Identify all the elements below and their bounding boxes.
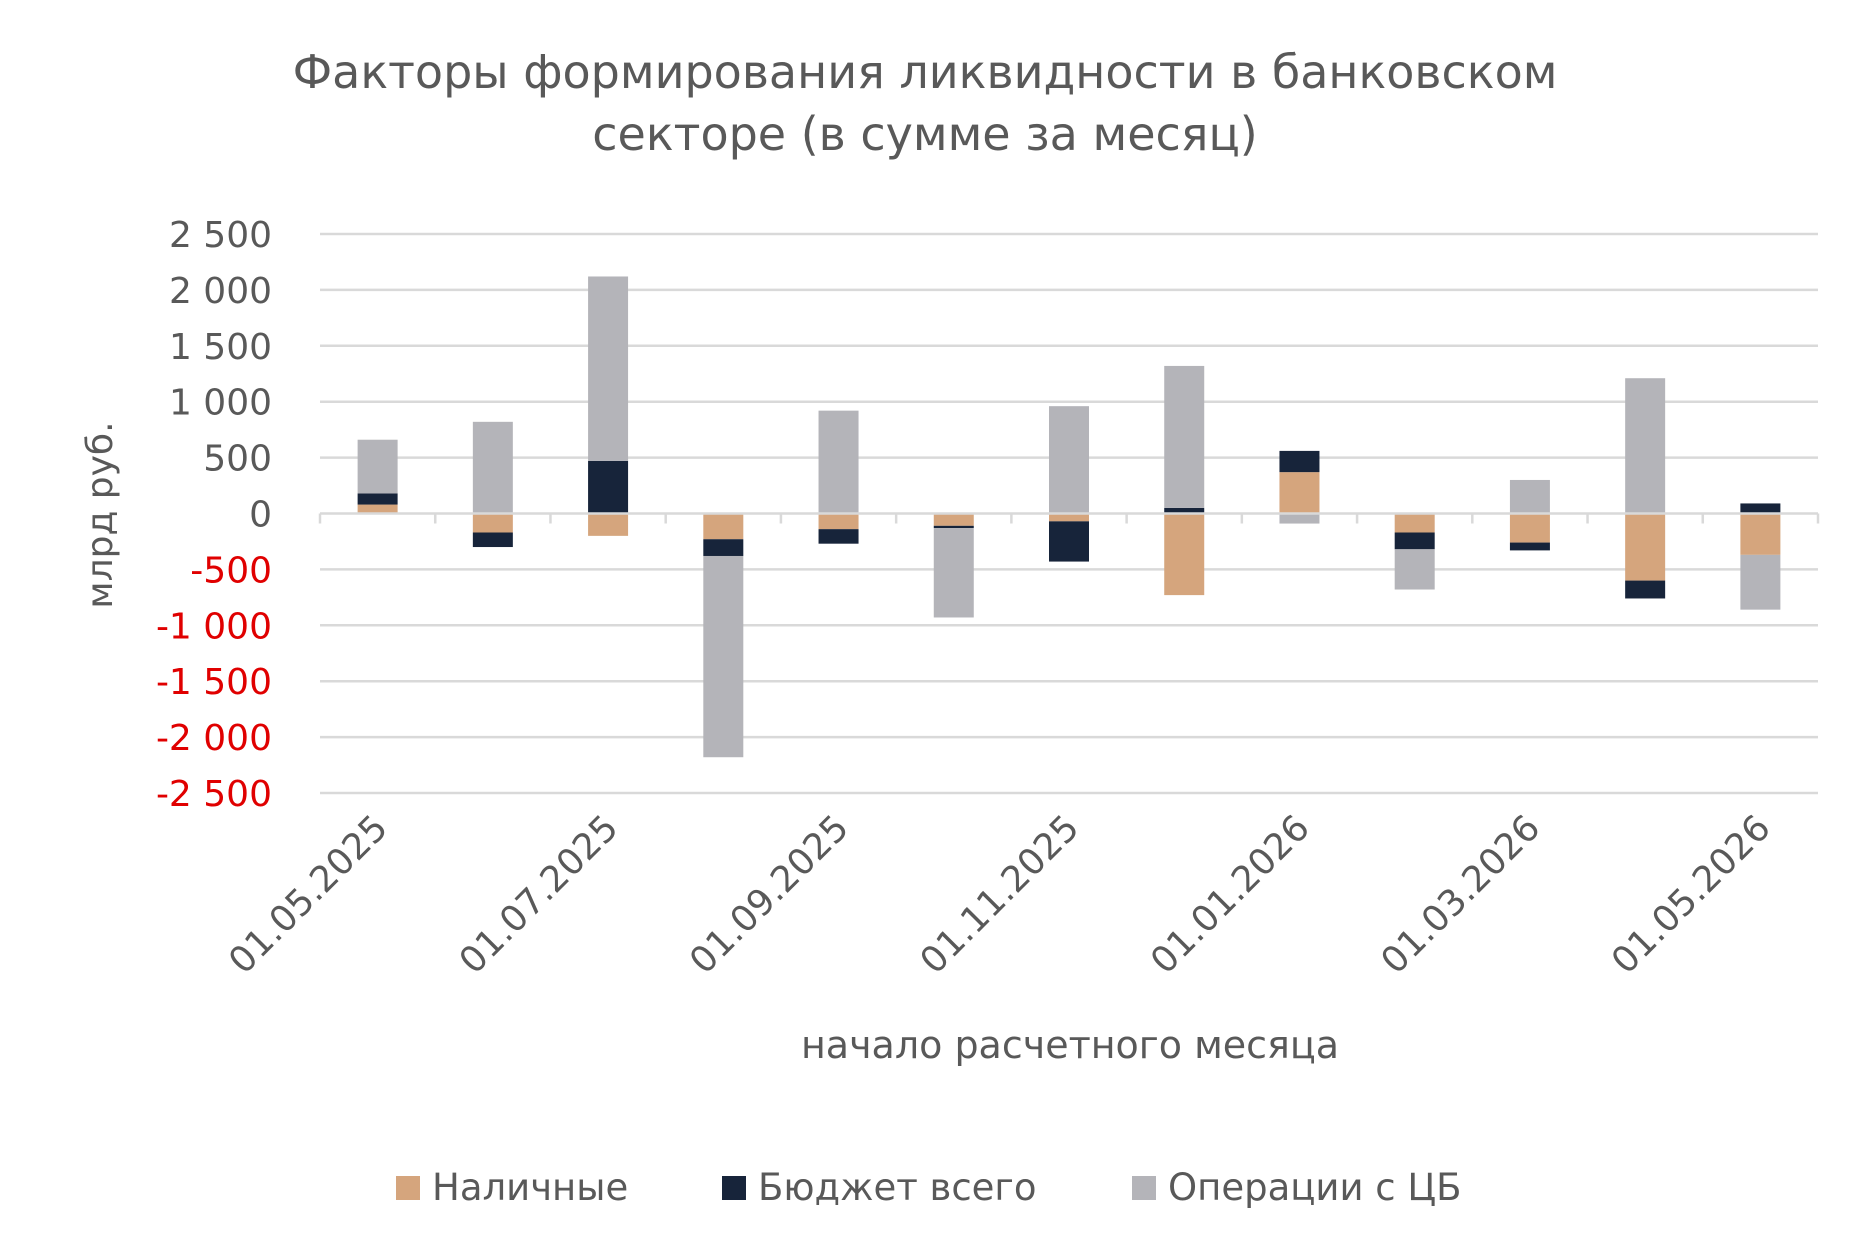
y-tick-label: 0 [249, 495, 272, 536]
y-tick-label: -2 000 [156, 718, 272, 759]
y-tick-label: -500 [190, 550, 272, 591]
bar-3-01.08.2025 [703, 555, 744, 758]
x-axis-label: начало расчетного месяца [801, 1023, 1339, 1067]
y-axis-ticks: 2 500 2 000 1 500 1 000 500 0 -500 -1 000 -1 500… [156, 215, 272, 815]
x-tick-label: 01.05.2025 [221, 807, 396, 982]
y-tick-label: -2 500 [156, 774, 272, 815]
bar-2-01.04.2026 [1625, 580, 1666, 599]
bar-2-01.05.2026 [1740, 503, 1781, 514]
x-tick-label: 01.01.2026 [1143, 807, 1318, 982]
chart-title: Факторы формирования ликвидности в банко… [293, 45, 1558, 161]
bar-2-01.05.2025 [357, 493, 398, 505]
y-tick-label: -1 500 [156, 662, 272, 703]
x-axis-ticks: 01.05.2025 01.07.2025 01.09.2025 01.11.2025… [221, 807, 1779, 982]
bar-3-01.10.2025 [933, 528, 974, 618]
y-tick-label: 500 [203, 439, 272, 480]
legend-swatch [1132, 1176, 1156, 1200]
bar-3-01.03.2026 [1509, 479, 1550, 514]
bar-3-01.01.2026 [1279, 513, 1320, 524]
x-tick-label: 01.09.2025 [682, 807, 857, 982]
bar-1-01.12.2025 [1164, 513, 1205, 596]
y-tick-label: 1 500 [169, 327, 272, 368]
bar-2-01.03.2026 [1509, 542, 1550, 551]
chart-title-line-2: секторе (в сумме за месяц) [592, 107, 1257, 161]
y-tick-label: -1 000 [156, 606, 272, 647]
bar-2-01.06.2025 [472, 532, 513, 548]
bar-3-01.11.2025 [1049, 406, 1089, 514]
y-axis-label: млрд руб. [80, 421, 121, 608]
bar-1-01.08.2025 [703, 513, 744, 540]
bar-3-01.09.2025 [818, 410, 859, 514]
x-tick-label: 01.03.2026 [1374, 807, 1549, 982]
y-tick-label: 2 000 [169, 271, 272, 312]
bar-1-01.07.2025 [588, 513, 629, 536]
bar-2-01.09.2025 [818, 529, 859, 544]
bar-3-01.04.2026 [1625, 378, 1666, 514]
legend-label: Бюджет всего [758, 1166, 1037, 1209]
bar-1-01.03.2026 [1509, 513, 1550, 543]
x-tick-label: 01.07.2025 [452, 807, 627, 982]
bar-2-01.12.2025 [1164, 507, 1205, 514]
x-tick-label: 01.11.2025 [913, 807, 1088, 982]
bar-1-01.05.2025 [357, 504, 398, 514]
x-tick-label: 01.05.2026 [1604, 807, 1779, 982]
legend-label: Операции с ЦБ [1168, 1166, 1462, 1209]
bar-2-01.07.2025 [588, 460, 629, 514]
chart-title-line-1: Факторы формирования ликвидности в банко… [293, 45, 1558, 99]
zero-axis [318, 512, 1820, 524]
bar-1-01.01.2026 [1279, 472, 1320, 514]
bar-1-01.04.2026 [1625, 513, 1666, 581]
y-tick-label: 2 500 [169, 215, 272, 256]
bar-3-01.12.2025 [1164, 365, 1205, 508]
legend-swatch [722, 1176, 746, 1200]
bar-3-01.02.2026 [1394, 549, 1435, 590]
bars [357, 276, 1781, 758]
bar-2-01.02.2026 [1394, 532, 1435, 550]
bar-2-01.01.2026 [1279, 450, 1320, 473]
bar-1-01.11.2025 [1049, 513, 1089, 522]
bar-2-01.11.2025 [1049, 521, 1089, 562]
bar-2-01.08.2025 [703, 539, 744, 556]
bar-3-01.05.2025 [357, 439, 398, 494]
legend-label: Наличные [432, 1166, 628, 1209]
bar-1-01.10.2025 [933, 513, 974, 526]
bar-1-01.09.2025 [818, 513, 859, 530]
y-tick-label: 1 000 [169, 383, 272, 424]
bar-1-01.05.2026 [1740, 513, 1781, 555]
bar-1-01.02.2026 [1394, 513, 1435, 533]
bar-3-01.05.2026 [1740, 554, 1781, 610]
bar-3-01.06.2025 [472, 421, 513, 514]
bar-1-01.06.2025 [472, 513, 513, 533]
legend-swatch [396, 1176, 420, 1200]
bar-2-01.10.2025 [933, 525, 974, 529]
bar-3-01.07.2025 [588, 276, 629, 461]
legend: Наличные Бюджет всего Операции с ЦБ [396, 1166, 1462, 1209]
